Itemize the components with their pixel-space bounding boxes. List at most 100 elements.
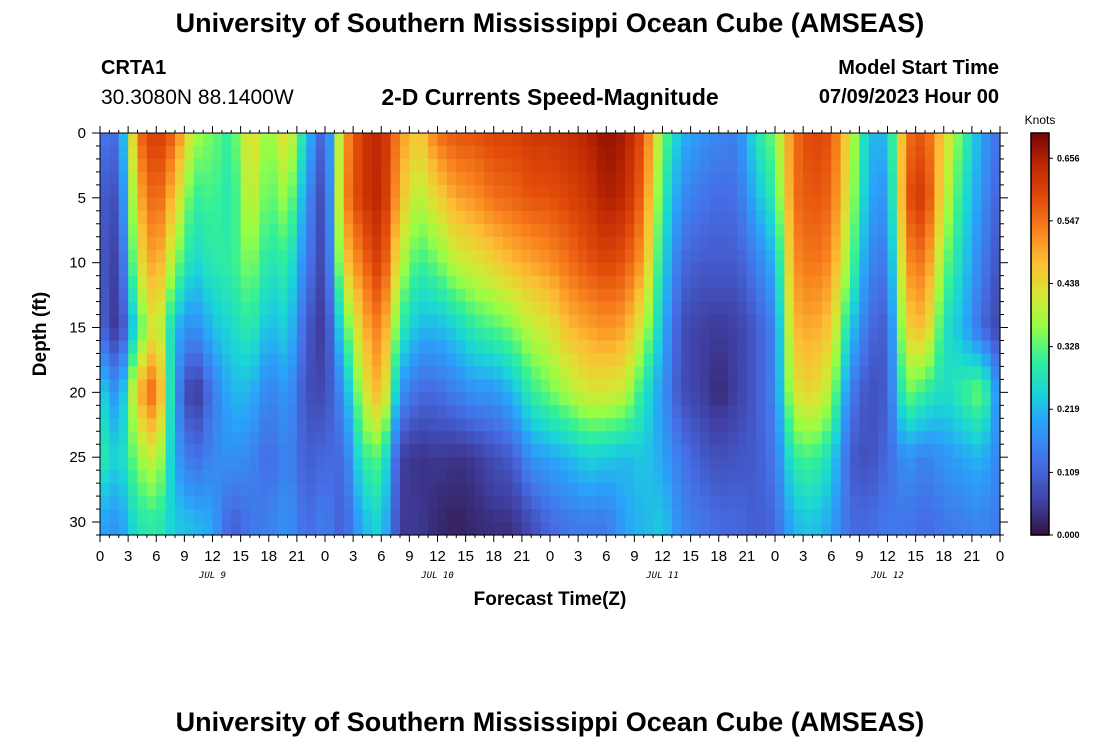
heatmap-cell <box>943 353 954 368</box>
heatmap-cell <box>109 522 120 536</box>
heatmap-cell <box>259 158 270 173</box>
heatmap-cell <box>259 444 270 458</box>
heatmap-cell <box>606 223 617 238</box>
heatmap-cell <box>784 418 795 432</box>
heatmap-cell <box>503 509 514 523</box>
heatmap-cell <box>371 496 382 510</box>
heatmap-cell <box>428 444 439 458</box>
heatmap-cell <box>456 327 467 342</box>
heatmap-cell <box>325 275 335 290</box>
heatmap-cell <box>475 275 485 290</box>
heatmap-cell <box>887 522 898 536</box>
heatmap-cell <box>681 301 692 316</box>
heatmap-cell <box>709 431 720 445</box>
heatmap-cell <box>193 405 204 419</box>
heatmap-cell <box>915 470 926 484</box>
heatmap-cell <box>981 275 992 290</box>
heatmap-cell <box>578 223 589 238</box>
heatmap-cell <box>803 470 814 484</box>
heatmap-cell <box>118 431 129 445</box>
heatmap-cell <box>615 340 626 355</box>
heatmap-cell <box>521 288 532 303</box>
heatmap-cell <box>184 431 195 445</box>
heatmap-cell <box>878 249 889 264</box>
heatmap-cell <box>250 145 260 160</box>
heatmap-cell <box>906 171 917 186</box>
heatmap-cell <box>943 158 954 173</box>
heatmap-cell <box>643 457 654 471</box>
heatmap-cell <box>981 379 992 393</box>
heatmap-cell <box>278 444 289 458</box>
heatmap-cell <box>906 145 917 160</box>
heatmap-cell <box>671 223 682 238</box>
heatmap-cell <box>868 249 879 264</box>
heatmap-cell <box>156 236 167 251</box>
heatmap-cell <box>981 509 992 523</box>
heatmap-cell <box>212 327 223 342</box>
heatmap-cell <box>634 392 645 406</box>
heatmap-cell <box>681 314 692 329</box>
heatmap-cell <box>521 457 532 471</box>
colorbar-swatch <box>1031 437 1049 442</box>
heatmap-cell <box>559 431 570 445</box>
heatmap-cell <box>278 314 289 329</box>
heatmap-cell <box>315 249 326 264</box>
heatmap-cell <box>400 457 410 471</box>
heatmap-cell <box>559 184 570 199</box>
heatmap-cell <box>296 405 307 419</box>
heatmap-cell <box>681 262 692 277</box>
heatmap-cell <box>362 405 373 419</box>
colorbar-swatch <box>1031 323 1049 328</box>
heatmap-cell <box>681 275 692 290</box>
heatmap-cell <box>681 133 692 147</box>
heatmap-cell <box>887 405 898 419</box>
heatmap-cell <box>231 210 242 225</box>
heatmap-cell <box>446 171 457 186</box>
heatmap-cell <box>381 249 392 264</box>
heatmap-cell <box>521 275 532 290</box>
heatmap-cell <box>193 340 204 355</box>
heatmap-cell <box>100 184 110 199</box>
colorbar-swatch <box>1031 397 1049 402</box>
heatmap-cell <box>465 275 476 290</box>
heatmap-cell <box>109 470 120 484</box>
heatmap-cell <box>568 288 579 303</box>
heatmap-cell <box>428 275 439 290</box>
heatmap-cell <box>615 314 626 329</box>
heatmap-cell <box>503 444 514 458</box>
heatmap-cell <box>512 301 523 316</box>
heatmap-cell <box>709 249 720 264</box>
heatmap-cell <box>578 133 589 147</box>
heatmap-cell <box>428 262 439 277</box>
heatmap-cell <box>315 418 326 432</box>
heatmap-cell <box>484 418 495 432</box>
heatmap-cell <box>240 275 251 290</box>
heatmap-cell <box>268 444 279 458</box>
heatmap-cell <box>475 236 485 251</box>
heatmap-cell <box>925 392 935 406</box>
heatmap-cell <box>325 197 335 212</box>
heatmap-cell <box>915 366 926 380</box>
heatmap-cell <box>953 379 964 393</box>
heatmap-cell <box>578 522 589 536</box>
heatmap-cell <box>850 496 860 510</box>
heatmap-cell <box>315 340 326 355</box>
heatmap-cell <box>653 418 664 432</box>
heatmap-cell <box>568 379 579 393</box>
heatmap-cell <box>203 197 214 212</box>
heatmap-cell <box>878 236 889 251</box>
heatmap-cell <box>653 483 664 497</box>
heatmap-cell <box>493 133 504 147</box>
heatmap-cell <box>850 353 860 368</box>
heatmap-cell <box>128 158 139 173</box>
heatmap-cell <box>259 184 270 199</box>
heatmap-cell <box>484 197 495 212</box>
heatmap-cell <box>240 470 251 484</box>
heatmap-cell <box>625 340 635 355</box>
heatmap-cell <box>784 145 795 160</box>
heatmap-cell <box>137 145 148 160</box>
heatmap-cell <box>521 327 532 342</box>
heatmap-cell <box>728 236 739 251</box>
heatmap-cell <box>943 210 954 225</box>
heatmap-cell <box>100 353 110 368</box>
